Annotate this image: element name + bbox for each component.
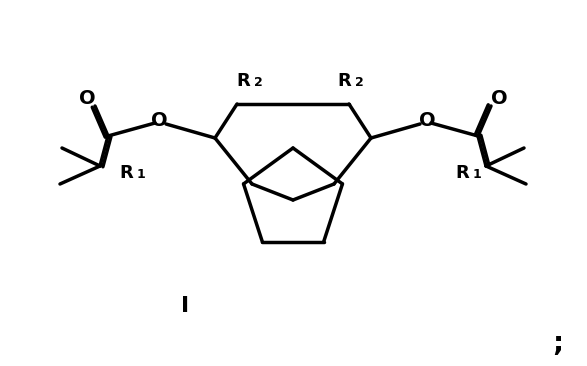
Text: R: R (236, 72, 250, 90)
Text: ;: ; (552, 330, 564, 358)
Text: O: O (151, 111, 167, 130)
Text: R: R (119, 164, 133, 182)
Text: O: O (419, 111, 436, 130)
Text: 2: 2 (355, 76, 364, 89)
Text: 1: 1 (137, 168, 146, 181)
Text: 2: 2 (254, 76, 263, 89)
Text: R: R (455, 164, 469, 182)
Text: O: O (491, 90, 507, 108)
Text: R: R (337, 72, 351, 90)
Text: I: I (181, 296, 189, 316)
Text: 1: 1 (473, 168, 482, 181)
Text: O: O (79, 90, 95, 108)
